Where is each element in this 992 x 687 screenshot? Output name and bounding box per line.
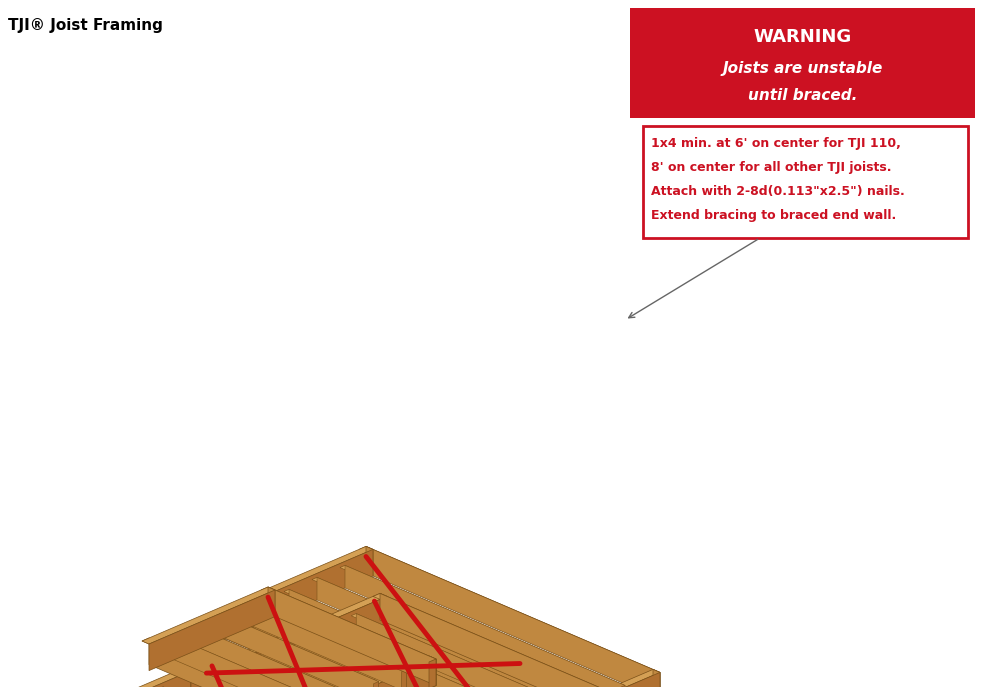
Polygon shape <box>295 640 560 687</box>
Polygon shape <box>248 604 407 672</box>
Polygon shape <box>142 587 275 644</box>
Polygon shape <box>290 640 560 687</box>
Polygon shape <box>310 659 436 687</box>
Polygon shape <box>233 666 499 687</box>
Polygon shape <box>261 587 436 662</box>
Text: Extend bracing to braced end wall.: Extend bracing to braced end wall. <box>651 209 896 222</box>
Polygon shape <box>356 613 622 687</box>
Polygon shape <box>268 587 436 686</box>
Text: Joists are unstable: Joists are unstable <box>722 61 883 76</box>
Polygon shape <box>219 609 513 687</box>
Polygon shape <box>320 627 591 687</box>
Polygon shape <box>402 670 407 687</box>
Text: 1x4 min. at 6' on center for TJI 110,: 1x4 min. at 6' on center for TJI 110, <box>651 137 901 150</box>
Polygon shape <box>374 682 379 687</box>
Text: Attach with 2-8d(0.113"x2.5") nails.: Attach with 2-8d(0.113"x2.5") nails. <box>651 185 905 198</box>
Polygon shape <box>175 637 328 687</box>
Polygon shape <box>9 659 219 687</box>
Polygon shape <box>261 601 541 687</box>
Polygon shape <box>142 638 317 687</box>
Polygon shape <box>289 589 569 687</box>
Polygon shape <box>380 594 660 687</box>
Polygon shape <box>264 653 530 687</box>
Polygon shape <box>340 565 625 687</box>
Polygon shape <box>253 604 407 687</box>
Polygon shape <box>170 637 328 687</box>
Polygon shape <box>268 587 275 617</box>
Text: TJI® Joist Framing: TJI® Joist Framing <box>8 18 163 33</box>
Polygon shape <box>259 653 530 687</box>
Text: WARNING: WARNING <box>753 27 851 45</box>
Polygon shape <box>196 628 350 687</box>
Polygon shape <box>345 565 625 687</box>
Polygon shape <box>380 594 387 623</box>
Polygon shape <box>184 675 471 687</box>
Polygon shape <box>212 609 513 687</box>
Polygon shape <box>256 601 541 687</box>
Polygon shape <box>620 686 625 687</box>
Polygon shape <box>303 656 436 687</box>
Polygon shape <box>429 659 436 687</box>
Polygon shape <box>205 656 506 687</box>
Polygon shape <box>212 656 219 686</box>
Polygon shape <box>149 590 275 671</box>
Polygon shape <box>219 550 373 642</box>
Polygon shape <box>184 594 387 680</box>
Polygon shape <box>191 596 387 687</box>
Polygon shape <box>317 577 597 687</box>
Text: until braced.: until braced. <box>748 89 857 104</box>
Text: 8' on center for all other TJI joists.: 8' on center for all other TJI joists. <box>651 161 892 174</box>
Polygon shape <box>284 589 569 687</box>
Polygon shape <box>191 675 471 687</box>
Polygon shape <box>212 546 373 616</box>
Bar <box>643 126 968 238</box>
Polygon shape <box>653 673 660 687</box>
Polygon shape <box>224 616 379 687</box>
Polygon shape <box>311 577 597 687</box>
Polygon shape <box>351 613 622 687</box>
Polygon shape <box>499 669 660 687</box>
Polygon shape <box>359 546 660 675</box>
Polygon shape <box>366 546 373 576</box>
Polygon shape <box>2 656 219 687</box>
Polygon shape <box>191 675 471 687</box>
Polygon shape <box>186 675 471 687</box>
Polygon shape <box>429 656 436 686</box>
Polygon shape <box>506 673 660 687</box>
Polygon shape <box>228 666 499 687</box>
Polygon shape <box>373 594 660 687</box>
Polygon shape <box>212 656 506 687</box>
Polygon shape <box>219 616 379 684</box>
Polygon shape <box>149 638 317 687</box>
Polygon shape <box>366 546 660 687</box>
Bar <box>630 8 975 118</box>
Polygon shape <box>325 627 591 687</box>
Polygon shape <box>191 628 350 687</box>
Polygon shape <box>653 669 660 687</box>
